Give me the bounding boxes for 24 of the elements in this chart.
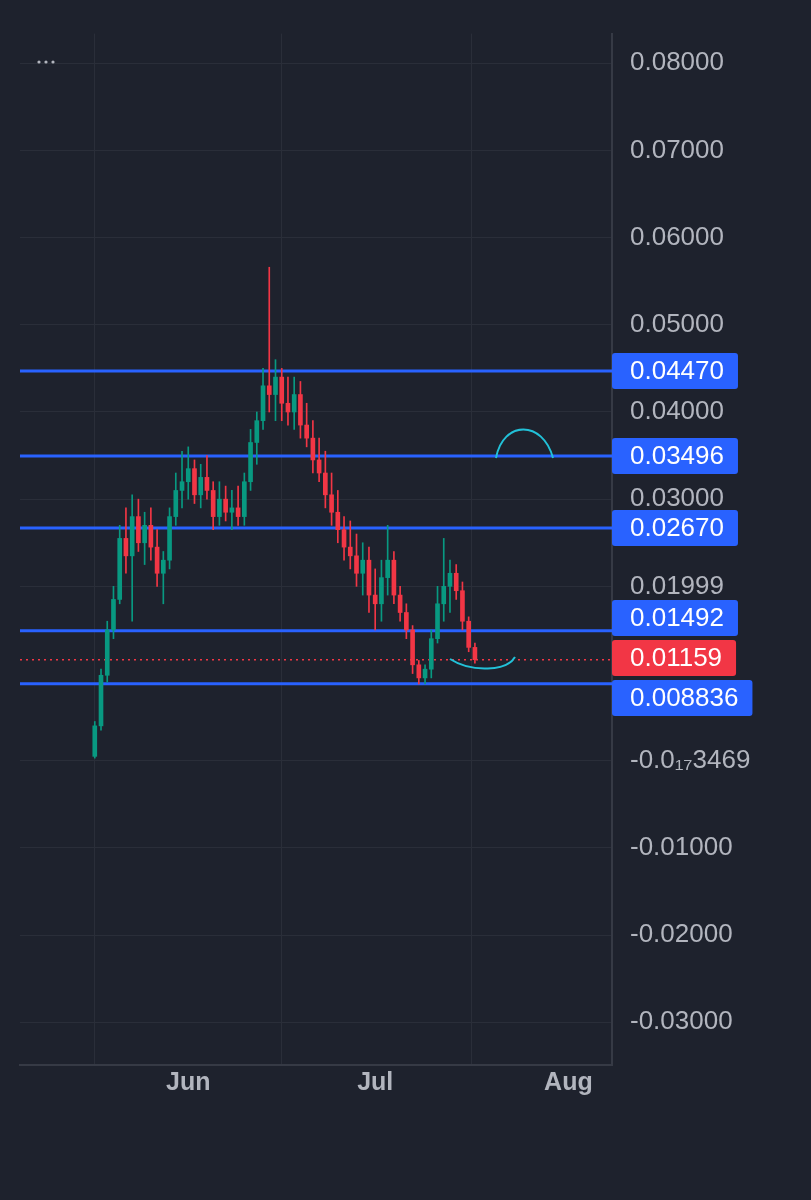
y-tick-label: 0.06000 bbox=[630, 220, 724, 251]
y-tick-label: -0.01000 bbox=[630, 831, 733, 862]
y-tick-label: -0.0₁₇3469 bbox=[630, 743, 751, 774]
candlestick bbox=[179, 450, 185, 509]
ref-line-label: 0.03496 bbox=[630, 440, 724, 471]
candlestick bbox=[372, 568, 378, 631]
y-tick-label: 0.05000 bbox=[630, 307, 724, 338]
ref-line-label: 0.008836 bbox=[630, 682, 739, 713]
x-tick-label: Jul bbox=[357, 1066, 394, 1095]
y-tick-label: -0.03000 bbox=[630, 1005, 733, 1036]
x-tick-label: Aug bbox=[544, 1066, 593, 1095]
y-tick-label: 0.07000 bbox=[630, 133, 724, 164]
y-tick-label: -0.02000 bbox=[630, 918, 733, 949]
candlestick bbox=[347, 520, 353, 570]
y-tick-label: 0.08000 bbox=[630, 46, 724, 77]
y-tick-label: 0.04000 bbox=[630, 395, 724, 426]
x-tick-label: Jun bbox=[166, 1066, 211, 1095]
ref-line-label: 0.04470 bbox=[630, 355, 724, 386]
y-tick-label: 0.03000 bbox=[630, 482, 724, 513]
candlestick bbox=[266, 266, 272, 413]
ref-line-label: 0.01492 bbox=[630, 602, 724, 633]
ref-line-label: 0.02670 bbox=[630, 512, 724, 543]
y-tick-label: 0.01999 bbox=[630, 569, 724, 600]
ref-line-label: 0.01159 bbox=[630, 642, 723, 673]
